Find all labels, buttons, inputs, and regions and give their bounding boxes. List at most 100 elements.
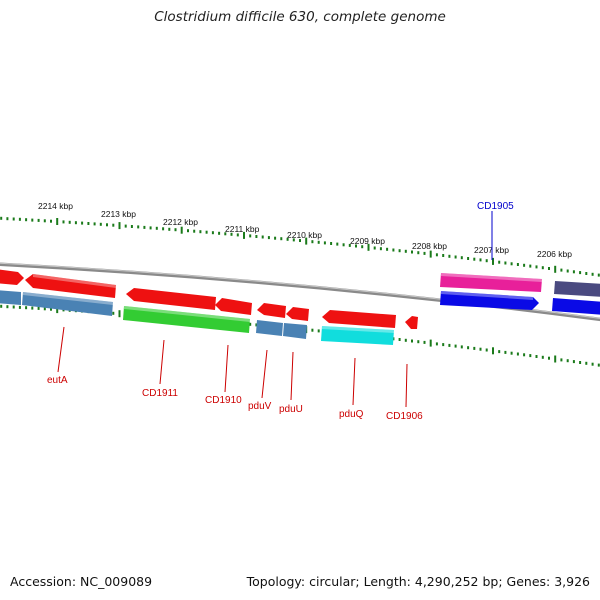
major-tick bbox=[305, 237, 308, 245]
major-tick bbox=[492, 347, 494, 355]
minor-tick bbox=[311, 328, 314, 332]
minor-tick bbox=[467, 346, 470, 350]
minor-tick bbox=[510, 351, 513, 355]
minor-tick bbox=[535, 355, 538, 358]
minor-tick bbox=[74, 221, 77, 225]
gene-label[interactable]: eutA bbox=[47, 375, 68, 386]
minor-tick bbox=[255, 323, 258, 327]
minor-tick bbox=[498, 350, 501, 354]
minor-tick bbox=[560, 268, 563, 272]
minor-tick bbox=[373, 246, 376, 250]
minor-tick bbox=[317, 240, 320, 244]
minor-tick bbox=[62, 220, 65, 224]
scale-label: 2214 kbp bbox=[38, 201, 73, 211]
major-tick bbox=[180, 226, 183, 234]
gene-arrow[interactable] bbox=[283, 323, 307, 339]
minor-tick bbox=[404, 338, 407, 342]
gene-arrow[interactable] bbox=[440, 273, 542, 292]
gene-arrow[interactable] bbox=[440, 291, 539, 310]
minor-tick bbox=[124, 224, 127, 228]
gene-arrow[interactable] bbox=[405, 316, 418, 329]
minor-tick bbox=[442, 254, 445, 257]
gene-arrow[interactable] bbox=[257, 303, 286, 318]
minor-tick bbox=[31, 218, 34, 222]
outer-strand-genes bbox=[0, 269, 600, 345]
minor-tick bbox=[523, 263, 526, 267]
minor-tick bbox=[435, 342, 438, 346]
minor-tick bbox=[355, 244, 357, 248]
gene-label[interactable]: pduV bbox=[248, 401, 272, 412]
gene-arrow[interactable] bbox=[0, 269, 24, 285]
minor-tick bbox=[379, 247, 382, 251]
gene-arrow[interactable] bbox=[126, 288, 216, 310]
gene-arrow[interactable] bbox=[22, 292, 113, 316]
minor-tick bbox=[417, 340, 420, 344]
minor-tick bbox=[224, 232, 227, 236]
minor-tick bbox=[205, 230, 208, 234]
major-tick bbox=[492, 257, 494, 265]
gene-label[interactable]: pduU bbox=[279, 404, 303, 415]
gene-label[interactable]: CD1911 bbox=[142, 388, 178, 399]
gene-arrow[interactable] bbox=[554, 281, 600, 297]
major-tick bbox=[429, 339, 432, 347]
gene-arrow[interactable] bbox=[256, 320, 283, 336]
minor-tick bbox=[454, 344, 457, 348]
minor-tick bbox=[504, 350, 507, 354]
minor-tick bbox=[199, 230, 202, 234]
minor-tick bbox=[498, 260, 501, 264]
minor-tick bbox=[112, 311, 115, 315]
minor-tick bbox=[386, 247, 389, 251]
minor-tick bbox=[560, 358, 563, 362]
minor-tick bbox=[467, 257, 470, 260]
minor-tick bbox=[585, 272, 588, 275]
minor-tick bbox=[6, 305, 9, 309]
minor-tick bbox=[299, 239, 301, 242]
minor-tick bbox=[50, 307, 52, 311]
gene-arrow[interactable] bbox=[321, 326, 394, 345]
gene-arrow[interactable] bbox=[286, 307, 309, 321]
minor-tick bbox=[361, 245, 364, 249]
minor-tick bbox=[336, 242, 339, 246]
gene-arrow[interactable] bbox=[322, 310, 396, 328]
minor-tick bbox=[479, 347, 482, 351]
gene-label[interactable]: CD1910 bbox=[205, 395, 242, 406]
minor-tick bbox=[37, 218, 40, 222]
genome-title: Clostridium difficile 630, complete geno… bbox=[154, 9, 446, 25]
minor-tick bbox=[548, 267, 550, 270]
gene-label[interactable]: pduQ bbox=[339, 409, 364, 420]
gene-arrow[interactable] bbox=[552, 298, 600, 315]
minor-tick bbox=[448, 343, 451, 347]
minor-tick bbox=[155, 226, 158, 230]
minor-tick bbox=[535, 265, 538, 269]
minor-tick bbox=[87, 222, 90, 225]
gene-arrow[interactable] bbox=[215, 298, 252, 315]
gene-label[interactable]: CD1905 bbox=[477, 201, 514, 212]
minor-tick bbox=[585, 361, 588, 365]
minor-tick bbox=[348, 243, 351, 247]
minor-tick bbox=[597, 363, 600, 367]
minor-tick bbox=[93, 222, 96, 226]
minor-tick bbox=[448, 254, 451, 258]
minor-tick bbox=[37, 306, 40, 310]
major-tick bbox=[554, 355, 557, 363]
minor-tick bbox=[572, 360, 575, 364]
minor-tick bbox=[25, 218, 28, 222]
major-tick bbox=[243, 231, 245, 239]
scale-label: 2211 kbp bbox=[225, 224, 260, 234]
minor-tick bbox=[442, 343, 445, 347]
minor-tick bbox=[261, 235, 264, 239]
minor-tick bbox=[255, 235, 258, 238]
gene-arrow[interactable] bbox=[123, 306, 250, 333]
gene-arrow[interactable] bbox=[25, 274, 116, 298]
gene-label[interactable]: CD1906 bbox=[386, 411, 423, 422]
major-tick bbox=[56, 218, 59, 225]
gene-arrow[interactable] bbox=[0, 290, 21, 305]
minor-tick bbox=[6, 217, 9, 221]
major-tick bbox=[554, 265, 557, 273]
minor-tick bbox=[591, 362, 594, 366]
minor-tick bbox=[591, 272, 594, 276]
minor-tick bbox=[0, 216, 3, 220]
minor-tick bbox=[311, 240, 314, 244]
minor-tick bbox=[0, 304, 3, 308]
minor-tick bbox=[274, 236, 277, 240]
